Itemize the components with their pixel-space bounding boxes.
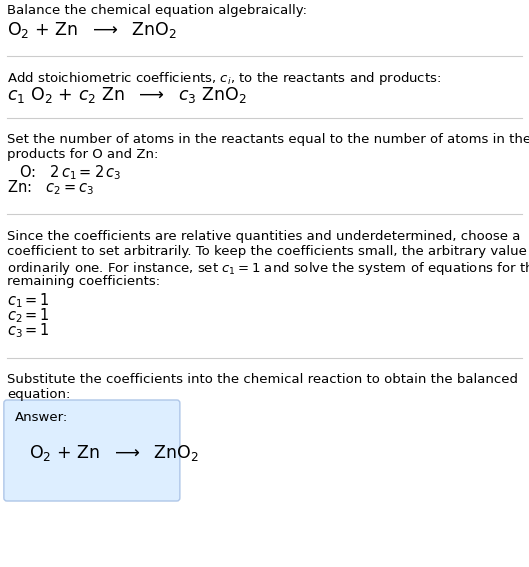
- Text: Since the coefficients are relative quantities and underdetermined, choose a: Since the coefficients are relative quan…: [7, 230, 520, 243]
- Text: $\mathrm{O_2}$ + Zn  $\longrightarrow$  $\mathrm{ZnO_2}$: $\mathrm{O_2}$ + Zn $\longrightarrow$ $\…: [29, 443, 198, 463]
- Text: equation:: equation:: [7, 388, 70, 401]
- Text: Answer:: Answer:: [15, 411, 68, 424]
- Text: ordinarily one. For instance, set $c_1 = 1$ and solve the system of equations fo: ordinarily one. For instance, set $c_1 =…: [7, 260, 529, 277]
- Text: $\mathrm{O_2}$ + Zn  $\longrightarrow$  $\mathrm{ZnO_2}$: $\mathrm{O_2}$ + Zn $\longrightarrow$ $\…: [7, 20, 177, 40]
- Text: Zn:   $c_2 = c_3$: Zn: $c_2 = c_3$: [7, 178, 94, 197]
- Text: $c_3 = 1$: $c_3 = 1$: [7, 321, 50, 340]
- Text: $c_1$ $\mathrm{O_2}$ + $c_2$ Zn  $\longrightarrow$  $c_3$ $\mathrm{ZnO_2}$: $c_1$ $\mathrm{O_2}$ + $c_2$ Zn $\longri…: [7, 85, 247, 105]
- FancyBboxPatch shape: [4, 400, 180, 501]
- Text: Add stoichiometric coefficients, $c_i$, to the reactants and products:: Add stoichiometric coefficients, $c_i$, …: [7, 70, 441, 87]
- Text: O:   $2\,c_1 = 2\,c_3$: O: $2\,c_1 = 2\,c_3$: [19, 163, 121, 181]
- Text: remaining coefficients:: remaining coefficients:: [7, 275, 160, 288]
- Text: $c_1 = 1$: $c_1 = 1$: [7, 291, 50, 310]
- Text: Balance the chemical equation algebraically:: Balance the chemical equation algebraica…: [7, 4, 307, 17]
- Text: Substitute the coefficients into the chemical reaction to obtain the balanced: Substitute the coefficients into the che…: [7, 373, 518, 386]
- Text: Set the number of atoms in the reactants equal to the number of atoms in the: Set the number of atoms in the reactants…: [7, 133, 529, 146]
- Text: products for O and Zn:: products for O and Zn:: [7, 148, 158, 161]
- Text: $c_2 = 1$: $c_2 = 1$: [7, 306, 50, 325]
- Text: coefficient to set arbitrarily. To keep the coefficients small, the arbitrary va: coefficient to set arbitrarily. To keep …: [7, 245, 529, 258]
